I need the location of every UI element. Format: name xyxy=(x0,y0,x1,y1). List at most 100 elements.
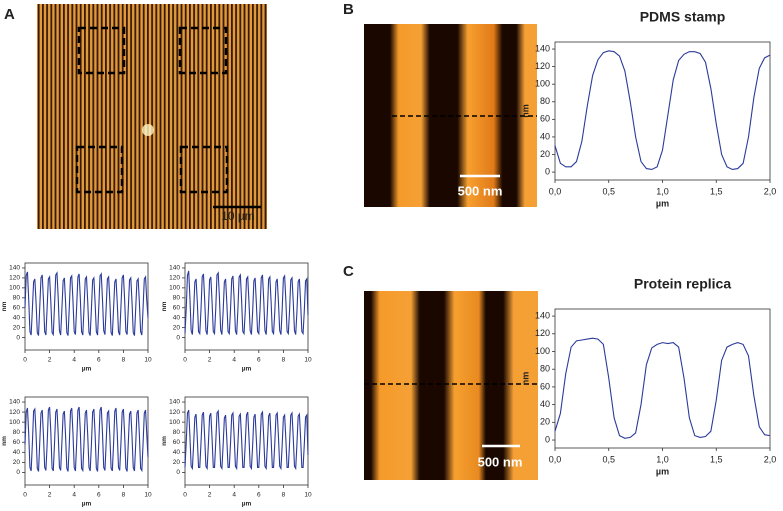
panel-label: A xyxy=(4,6,15,23)
y-tick-label: 0 xyxy=(16,334,20,341)
y-tick-label: 100 xyxy=(9,419,20,426)
scale-bar-label: 500 nm xyxy=(478,454,523,469)
panel-label: C xyxy=(343,263,354,280)
y-tick-label: 80 xyxy=(13,429,21,436)
y-tick-label: 100 xyxy=(169,285,180,292)
y-tick-label: 100 xyxy=(535,79,550,89)
y-axis-label: nm xyxy=(161,436,168,446)
y-axis-label: nm xyxy=(521,372,531,386)
y-tick-label: 60 xyxy=(13,439,21,446)
y-tick-label: 120 xyxy=(169,409,180,416)
afm-bright-spot xyxy=(142,124,154,136)
x-tick-label: 4 xyxy=(72,357,76,364)
x-axis-label: µm xyxy=(242,501,252,508)
y-tick-label: 120 xyxy=(169,275,180,282)
y-tick-label: 60 xyxy=(540,114,550,124)
y-tick-label: 140 xyxy=(169,265,180,272)
y-tick-label: 60 xyxy=(540,381,550,391)
profile-line xyxy=(24,271,149,337)
y-tick-label: 60 xyxy=(173,439,181,446)
y-tick-label: 0 xyxy=(16,469,20,476)
y-tick-label: 100 xyxy=(169,419,180,426)
x-axis-label: µm xyxy=(242,366,252,373)
y-axis-label: nm xyxy=(1,436,8,446)
y-tick-label: 0 xyxy=(176,469,180,476)
x-tick-label: 8 xyxy=(122,357,126,364)
y-tick-label: 40 xyxy=(540,131,550,141)
y-tick-label: 120 xyxy=(535,328,550,338)
x-tick-label: 6 xyxy=(257,492,261,499)
y-tick-label: 40 xyxy=(540,399,550,409)
x-tick-label: 0 xyxy=(23,492,27,499)
x-tick-label: 8 xyxy=(282,357,286,364)
scale-bar-label: 500 nm xyxy=(458,183,503,198)
x-tick-label: 1,0 xyxy=(656,454,669,464)
profile-line xyxy=(554,50,771,171)
y-tick-label: 60 xyxy=(173,304,181,311)
y-tick-label: 80 xyxy=(173,429,181,436)
plot-frame xyxy=(554,308,771,449)
x-tick-label: 4 xyxy=(232,357,236,364)
y-axis-label: nm xyxy=(521,104,531,118)
profile-line xyxy=(184,270,309,336)
y-tick-label: 80 xyxy=(540,96,550,106)
x-tick-label: 2 xyxy=(208,492,212,499)
y-tick-label: 20 xyxy=(173,324,181,331)
y-tick-label: 120 xyxy=(535,61,550,71)
y-tick-label: 140 xyxy=(9,399,20,406)
x-tick-label: 0 xyxy=(23,357,27,364)
x-tick-label: 0,5 xyxy=(602,186,615,196)
y-tick-label: 60 xyxy=(13,304,21,311)
x-tick-label: 1,5 xyxy=(710,454,723,464)
y-tick-label: 120 xyxy=(9,275,20,282)
x-tick-label: 4 xyxy=(72,492,76,499)
x-tick-label: 0,5 xyxy=(602,454,615,464)
x-tick-label: 2 xyxy=(48,357,52,364)
y-tick-label: 0 xyxy=(176,334,180,341)
y-tick-label: 40 xyxy=(173,449,181,456)
x-axis-label: µm xyxy=(82,501,92,508)
x-tick-label: 0 xyxy=(183,492,187,499)
y-tick-label: 40 xyxy=(13,314,21,321)
profile-line xyxy=(184,409,309,471)
y-tick-label: 100 xyxy=(535,346,550,356)
y-tick-label: 140 xyxy=(535,43,550,53)
x-tick-label: 0,0 xyxy=(549,454,562,464)
x-tick-label: 10 xyxy=(304,357,312,364)
x-tick-label: 2,0 xyxy=(764,454,777,464)
y-tick-label: 20 xyxy=(173,459,181,466)
x-tick-label: 0 xyxy=(183,357,187,364)
x-tick-label: 4 xyxy=(232,492,236,499)
y-tick-label: 120 xyxy=(9,409,20,416)
panel-label: B xyxy=(343,1,354,18)
y-tick-label: 140 xyxy=(535,310,550,320)
x-tick-label: 6 xyxy=(97,492,101,499)
x-tick-label: 2 xyxy=(208,357,212,364)
y-tick-label: 40 xyxy=(173,314,181,321)
chart-title: Protein replica xyxy=(634,276,731,292)
x-tick-label: 0,0 xyxy=(549,186,562,196)
x-tick-label: 8 xyxy=(282,492,286,499)
x-tick-label: 8 xyxy=(122,492,126,499)
x-axis-label: µm xyxy=(656,466,669,476)
y-tick-label: 140 xyxy=(9,265,20,272)
chart-title: PDMS stamp xyxy=(640,9,726,25)
afm-image xyxy=(37,4,267,229)
y-tick-label: 0 xyxy=(545,166,550,176)
x-tick-label: 2,0 xyxy=(764,186,777,196)
y-axis-label: nm xyxy=(161,301,168,311)
profile-line xyxy=(24,406,149,473)
y-tick-label: 40 xyxy=(13,449,21,456)
y-tick-label: 20 xyxy=(13,459,21,466)
x-tick-label: 10 xyxy=(144,357,152,364)
x-tick-label: 2 xyxy=(48,492,52,499)
profile-line xyxy=(554,337,771,439)
x-tick-label: 6 xyxy=(257,357,261,364)
plot-frame xyxy=(554,41,771,181)
scale-bar-label: 10 µm xyxy=(221,209,255,223)
y-tick-label: 80 xyxy=(173,295,181,302)
x-tick-label: 1,0 xyxy=(656,186,669,196)
x-tick-label: 10 xyxy=(144,492,152,499)
